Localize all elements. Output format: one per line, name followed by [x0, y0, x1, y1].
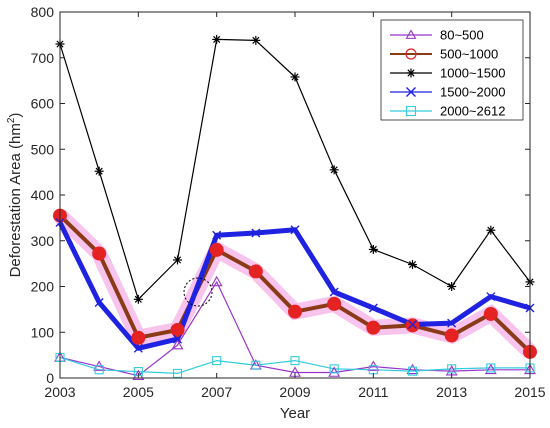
data-point: [248, 264, 263, 279]
y-tick-label: 800: [31, 4, 55, 20]
data-point: [484, 363, 497, 375]
data-point: [133, 294, 143, 304]
data-point: [408, 319, 417, 329]
y-tick-label: 300: [31, 233, 55, 249]
x-tick-label: 2011: [358, 384, 388, 400]
y-tick-label: 600: [31, 96, 55, 112]
data-point: [483, 306, 498, 321]
data-point: [290, 356, 300, 366]
y-tick-label: 200: [31, 279, 55, 295]
data-point: [408, 260, 417, 270]
data-point: [173, 255, 182, 265]
data-point: [92, 246, 107, 261]
data-point: [131, 330, 146, 345]
legend-swatch-marker: [405, 105, 417, 117]
data-point: [288, 304, 302, 319]
data-point: [172, 368, 183, 378]
data-point: [251, 35, 261, 45]
data-point: [290, 72, 300, 82]
y-tick-label: 0: [46, 370, 54, 386]
data-point: [486, 225, 496, 235]
y-axis-label: Deforestation Area (hm2): [6, 113, 24, 278]
legend-label: 2000~2612: [440, 104, 505, 119]
data-point: [329, 287, 339, 297]
data-point: [94, 365, 104, 375]
data-point: [328, 366, 341, 377]
highlight-circle-annotation: [183, 277, 213, 307]
y-tick-label: 700: [31, 50, 55, 66]
data-point: [212, 230, 222, 240]
data-point: [368, 244, 378, 254]
y-axis-label-close: ): [7, 113, 24, 118]
data-point: [447, 364, 457, 374]
y-tick-label: 100: [31, 324, 55, 340]
data-point: [212, 34, 222, 44]
data-point: [209, 242, 224, 257]
data-point: [368, 303, 378, 313]
legend: 80~500 500~1000 1000~1500 1500~2000 2000~261…: [380, 19, 524, 121]
data-point: [210, 275, 223, 287]
data-point: [173, 334, 182, 344]
legend-swatch-marker: [405, 48, 417, 60]
data-point: [170, 322, 185, 337]
legend-label: 1000~1500: [440, 66, 505, 81]
data-point: [329, 165, 339, 175]
data-point: [327, 296, 342, 311]
y-axis-label-superscript: 2: [6, 117, 17, 123]
axes: 2003 2005 2007 2009 2011 2013 2015 0 100 200 300 40…: [31, 4, 546, 400]
legend-swatch-marker: [405, 29, 417, 39]
legend-swatch-marker: [406, 87, 416, 97]
data-point: [486, 363, 496, 373]
x-tick-label: 2007: [201, 384, 232, 400]
data-point: [251, 360, 261, 370]
data-point: [133, 343, 143, 353]
x-tick-label: 2005: [123, 384, 154, 400]
y-axis-label-main: Deforestation Area (hm: [7, 123, 24, 277]
legend-box: [380, 19, 524, 121]
data-point: [171, 338, 184, 350]
y-tick-label: 400: [31, 187, 55, 203]
legend-label: 500~1000: [440, 47, 498, 62]
data-point: [406, 363, 419, 375]
legend-swatch-marker: [406, 68, 416, 78]
x-tick-label: 2009: [279, 384, 310, 400]
data-point: [447, 318, 457, 328]
x-tick-label: 2003: [44, 384, 75, 400]
data-point: [447, 282, 457, 291]
data-point: [94, 298, 104, 308]
data-point: [444, 328, 459, 343]
legend-label: 1500~2000: [440, 85, 505, 100]
x-tick-label: 2013: [436, 384, 467, 400]
y-tick-label: 500: [31, 141, 55, 157]
data-point: [366, 320, 381, 335]
x-tick-label: 2015: [514, 384, 545, 400]
data-point: [290, 225, 300, 235]
data-point: [329, 364, 339, 374]
data-point: [251, 228, 261, 238]
legend-label: 80~500: [440, 28, 484, 43]
data-point: [212, 356, 222, 366]
x-axis-label: Year: [280, 405, 310, 422]
data-point: [407, 366, 418, 376]
data-point: [94, 166, 104, 176]
data-point: [486, 292, 496, 302]
